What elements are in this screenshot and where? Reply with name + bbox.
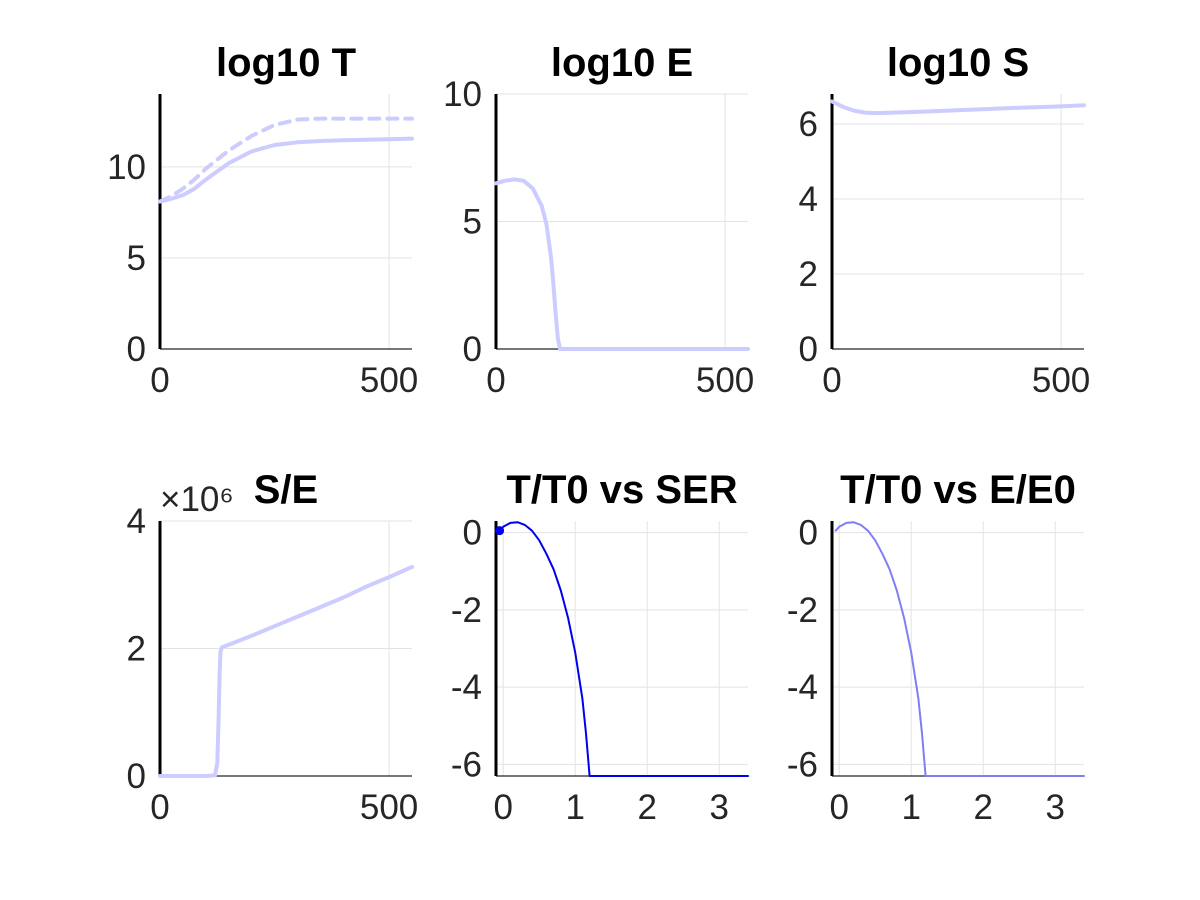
x-tick-label: 500 xyxy=(360,361,418,400)
series-line-1 xyxy=(158,136,414,204)
y-tick-label: -4 xyxy=(451,668,482,707)
subplot-title: T/T0 vs SER xyxy=(506,468,737,512)
subplot-2: 0 500 0 5 10 log10 E xyxy=(443,41,754,400)
x-tick-label: 3 xyxy=(1045,788,1064,827)
series-start-marker xyxy=(495,526,505,536)
x-tick-label: 2 xyxy=(973,788,992,827)
y-tick-label: 0 xyxy=(463,330,482,369)
x-tick-label: 500 xyxy=(1032,361,1090,400)
y-tick-label: 10 xyxy=(443,75,482,114)
y-tick-label: 6 xyxy=(799,105,818,144)
y-tick-label: -2 xyxy=(451,591,482,630)
y-tick-label: 4 xyxy=(799,180,818,219)
y-tick-label: 2 xyxy=(799,255,818,294)
subplot-title: S/E xyxy=(254,468,318,512)
y-tick-label: 5 xyxy=(127,239,146,278)
x-tick-label: 0 xyxy=(150,361,169,400)
x-tick-label: 0 xyxy=(822,361,841,400)
subplot-title: T/T0 vs E/E0 xyxy=(840,468,1076,512)
y-tick-label: 4 xyxy=(127,502,146,541)
y-tick-label: 0 xyxy=(799,330,818,369)
y-tick-label: 0 xyxy=(127,757,146,796)
y-tick-label: -4 xyxy=(787,668,818,707)
subplot-4: 0 500 0 2 4 ×10⁶ S/E xyxy=(127,468,419,827)
subplot-5: 0 1 2 3 0 -2 -4 -6 T/T0 vs SER xyxy=(451,468,749,827)
subplot-3: 0 500 0 2 4 6 log10 S xyxy=(799,41,1091,400)
y-tick-label: -6 xyxy=(787,745,818,784)
x-tick-label: 500 xyxy=(696,361,754,400)
series-line-1 xyxy=(498,521,749,777)
x-tick-label: 0 xyxy=(829,788,848,827)
x-tick-label: 0 xyxy=(486,361,505,400)
x-tick-label: 500 xyxy=(360,788,418,827)
x-tick-label: 0 xyxy=(493,788,512,827)
series-line-2 xyxy=(158,116,414,204)
y-tick-label: 2 xyxy=(127,630,146,669)
x-tick-label: 1 xyxy=(565,788,584,827)
subplot-1: 0 500 0 5 10 log10 T xyxy=(107,41,418,400)
subplot-title: log10 E xyxy=(551,41,693,85)
y-tick-label: 5 xyxy=(463,203,482,242)
series-line-1 xyxy=(834,521,1085,777)
series-line-1 xyxy=(494,177,750,351)
y-tick-label: 10 xyxy=(107,148,146,187)
y-tick-label: -2 xyxy=(787,591,818,630)
y-tick-label: 0 xyxy=(799,514,818,553)
subplot-title: log10 S xyxy=(887,41,1029,85)
x-tick-label: 0 xyxy=(150,788,169,827)
x-tick-label: 1 xyxy=(901,788,920,827)
y-tick-label: 0 xyxy=(127,330,146,369)
y-tick-label: -6 xyxy=(451,745,482,784)
y-axis-exponent: ×10⁶ xyxy=(160,480,234,519)
series-line-1 xyxy=(158,564,414,778)
y-tick-label: 0 xyxy=(463,514,482,553)
subplot-title: log10 T xyxy=(216,41,356,85)
subplot-6: 0 1 2 3 0 -2 -4 -6 T/T0 vs E/E0 xyxy=(787,468,1085,827)
x-tick-label: 3 xyxy=(709,788,728,827)
series-line-1 xyxy=(830,99,1086,116)
x-tick-label: 2 xyxy=(637,788,656,827)
